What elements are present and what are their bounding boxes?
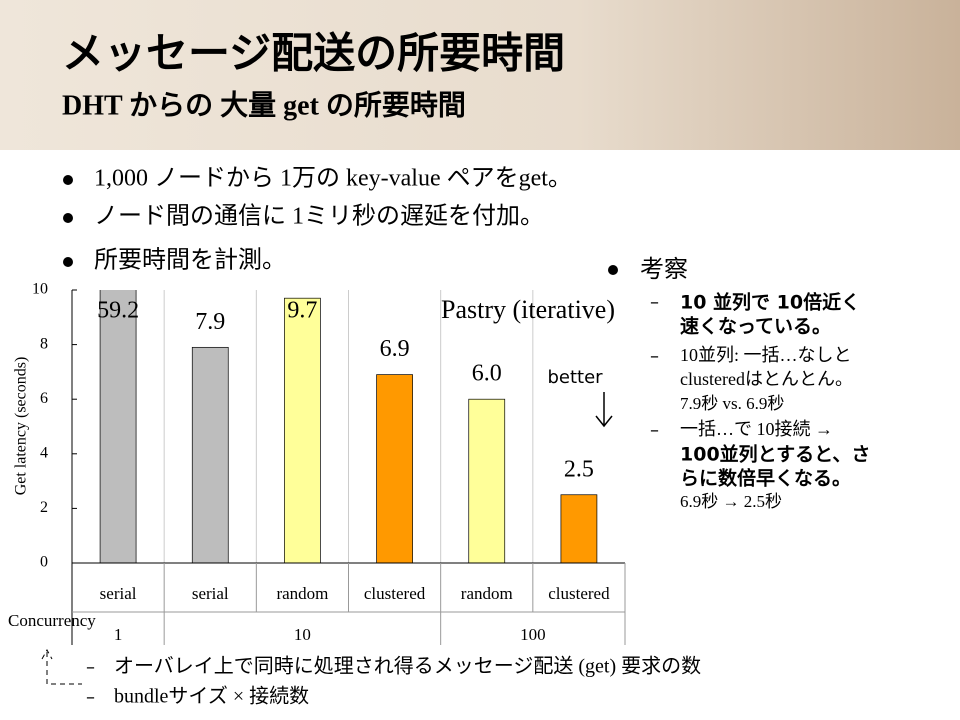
- dash: –: [650, 420, 659, 441]
- value-label: 59.2: [97, 298, 139, 324]
- bar: [560, 494, 598, 563]
- value-label: 6.9: [380, 336, 410, 362]
- bullet-text: 1,000 ノードから 1万の key-value ペアをget。: [94, 166, 572, 192]
- group-label: 1: [114, 625, 123, 644]
- discussion-line: 6.9秒 → 2.5秒: [680, 492, 782, 511]
- discussion-line: 10 並列で 10倍近く: [680, 291, 860, 314]
- bar: [468, 398, 506, 563]
- y-tick-label: 2: [40, 499, 48, 516]
- bullet-text: 所要時間を計測。: [94, 247, 286, 274]
- bar: [191, 346, 229, 563]
- discussion-line: 100並列とすると、さ: [680, 443, 870, 466]
- x-tick-label: serial: [100, 584, 137, 603]
- y-tick-label: 0: [40, 554, 48, 571]
- slide-title: メッセージ配送の所要時間: [62, 29, 565, 78]
- note-arrow: [41, 648, 82, 685]
- y-tick-label: 4: [40, 444, 48, 461]
- x-tick-label: clustered: [548, 584, 610, 603]
- y-axis-label: Get latency (seconds): [13, 357, 30, 496]
- discussion-line: 一括…で 10接続 →: [680, 419, 833, 439]
- discussion-line: 速くなっている。: [680, 315, 831, 338]
- group-title: Concurrency: [8, 611, 96, 630]
- discussion-heading: 考察: [640, 255, 688, 283]
- chart-title: Pastry (iterative): [441, 295, 615, 324]
- annotation-arrow: [595, 392, 613, 428]
- y-tick-label: 6: [40, 390, 48, 407]
- discussion-line: 10並列: 一括…なしと: [680, 345, 852, 365]
- bullet-dot: [63, 175, 73, 185]
- bar: [284, 297, 321, 563]
- x-tick-label: clustered: [364, 584, 426, 603]
- bullet-text: ノード間の通信に 1ミリ秒の遅延を付加。: [94, 203, 544, 230]
- bar: [99, 290, 137, 563]
- dash: –: [650, 346, 659, 367]
- bullet-dot: [63, 213, 73, 223]
- note-text: オーバレイ上で同時に処理され得るメッセージ配送 (get) 要求の数: [114, 655, 701, 678]
- bar: [376, 374, 413, 563]
- discussion-line: clusteredはとんとん。: [680, 369, 853, 389]
- discussion-line: らに数倍早くなる。: [680, 467, 851, 490]
- slide-subtitle: DHT からの 大量 get の所要時間: [62, 89, 466, 121]
- x-tick-label: serial: [192, 584, 229, 603]
- y-tick-label: 8: [40, 335, 48, 352]
- value-label: 7.9: [195, 309, 225, 335]
- dash: –: [86, 657, 95, 678]
- bars: [99, 290, 598, 563]
- bullet-dot: [608, 265, 618, 275]
- annotation: better: [547, 367, 603, 388]
- x-tick-label: random: [276, 584, 328, 603]
- dash: –: [650, 292, 659, 313]
- group-label: 10: [294, 625, 311, 644]
- content: 1,000 ノードから 1万の key-value ペアをget。ノード間の通信…: [8, 166, 870, 709]
- x-tick-label: random: [461, 584, 513, 603]
- header-background: [0, 0, 960, 150]
- value-label: 2.5: [564, 456, 594, 482]
- discussion-line: 7.9秒 vs. 6.9秒: [680, 394, 784, 413]
- value-label: 9.7: [287, 298, 317, 324]
- y-tick-label: 10: [32, 281, 48, 298]
- value-label: 6.0: [472, 361, 502, 387]
- note-text: bundleサイズ × 接続数: [114, 685, 309, 708]
- dash: –: [86, 687, 95, 708]
- group-label: 100: [520, 625, 546, 644]
- bullet-dot: [63, 257, 73, 267]
